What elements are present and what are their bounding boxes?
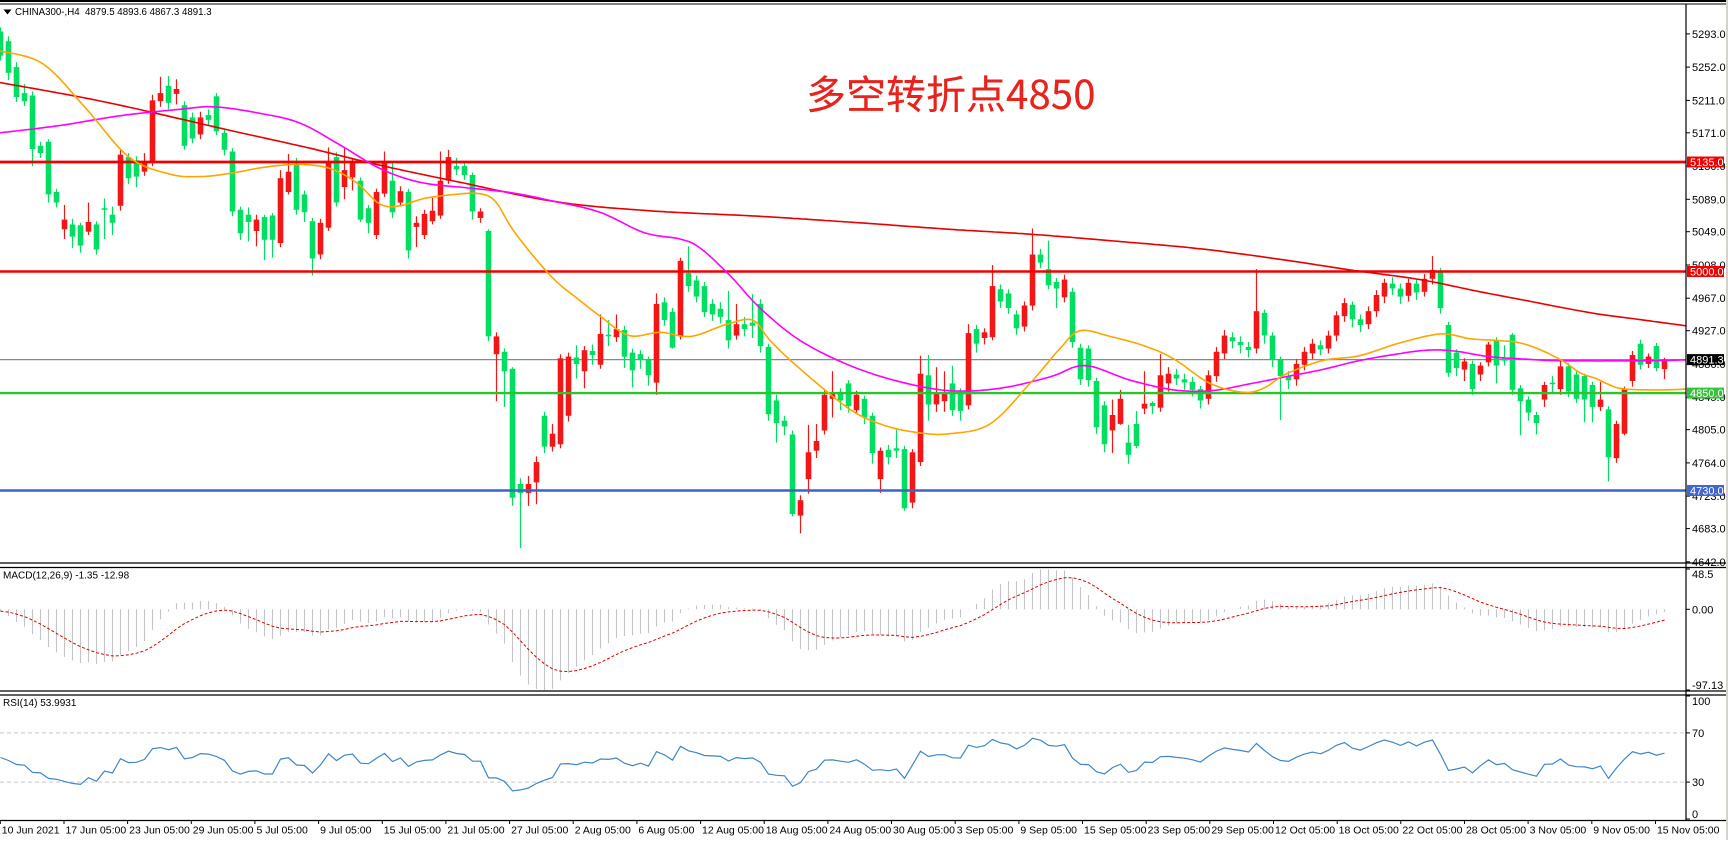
svg-text:5211.0: 5211.0 <box>1692 95 1725 107</box>
svg-text:6 Aug 05:00: 6 Aug 05:00 <box>638 825 694 837</box>
svg-text:4730.0: 4730.0 <box>1690 485 1724 497</box>
svg-text:0.00: 0.00 <box>1692 604 1713 616</box>
svg-text:4967.0: 4967.0 <box>1692 293 1726 305</box>
svg-text:5 Jul 05:00: 5 Jul 05:00 <box>256 825 308 837</box>
svg-text:29 Jun 05:00: 29 Jun 05:00 <box>193 825 254 837</box>
svg-text:30: 30 <box>1692 777 1704 789</box>
svg-text:30 Aug 05:00: 30 Aug 05:00 <box>893 825 955 837</box>
svg-text:18 Aug 05:00: 18 Aug 05:00 <box>766 825 828 837</box>
svg-text:70: 70 <box>1692 728 1704 740</box>
svg-text:5089.0: 5089.0 <box>1692 194 1726 206</box>
svg-text:4850.0: 4850.0 <box>1690 388 1724 400</box>
svg-text:23 Jun 05:00: 23 Jun 05:00 <box>129 825 190 837</box>
svg-text:28 Oct 05:00: 28 Oct 05:00 <box>1466 825 1526 837</box>
svg-text:15 Sep 05:00: 15 Sep 05:00 <box>1084 825 1147 837</box>
svg-text:3 Nov 05:00: 3 Nov 05:00 <box>1530 825 1587 837</box>
svg-text:5252.0: 5252.0 <box>1692 62 1726 74</box>
svg-text:10 Jun 2021: 10 Jun 2021 <box>2 825 60 837</box>
svg-text:21 Jul 05:00: 21 Jul 05:00 <box>447 825 504 837</box>
svg-text:9 Nov 05:00: 9 Nov 05:00 <box>1593 825 1650 837</box>
svg-text:MACD(12,26,9) -1.35 -12.98: MACD(12,26,9) -1.35 -12.98 <box>3 571 130 582</box>
svg-text:5171.0: 5171.0 <box>1692 128 1726 140</box>
svg-text:18 Oct 05:00: 18 Oct 05:00 <box>1339 825 1399 837</box>
svg-text:5000.0: 5000.0 <box>1690 266 1724 278</box>
svg-text:4642.0: 4642.0 <box>1692 557 1726 569</box>
svg-text:12 Aug 05:00: 12 Aug 05:00 <box>702 825 764 837</box>
svg-text:4805.0: 4805.0 <box>1692 425 1726 437</box>
svg-text:29 Sep 05:00: 29 Sep 05:00 <box>1211 825 1274 837</box>
svg-text:4891.3: 4891.3 <box>1690 355 1724 367</box>
svg-text:3 Sep 05:00: 3 Sep 05:00 <box>957 825 1014 837</box>
svg-text:4927.0: 4927.0 <box>1692 326 1726 338</box>
svg-text:17 Jun 05:00: 17 Jun 05:00 <box>65 825 126 837</box>
svg-text:48.5: 48.5 <box>1692 569 1713 581</box>
svg-text:9 Jul 05:00: 9 Jul 05:00 <box>320 825 372 837</box>
svg-text:5135.0: 5135.0 <box>1690 157 1724 169</box>
svg-text:4764.0: 4764.0 <box>1692 458 1726 470</box>
svg-text:5293.0: 5293.0 <box>1692 29 1726 41</box>
svg-text:12 Oct 05:00: 12 Oct 05:00 <box>1275 825 1335 837</box>
svg-text:4683.0: 4683.0 <box>1692 524 1726 536</box>
svg-text:5049.0: 5049.0 <box>1692 227 1726 239</box>
svg-text:22 Oct 05:00: 22 Oct 05:00 <box>1402 825 1462 837</box>
svg-text:9 Sep 05:00: 9 Sep 05:00 <box>1020 825 1077 837</box>
svg-text:24 Aug 05:00: 24 Aug 05:00 <box>829 825 891 837</box>
svg-text:-97.13: -97.13 <box>1692 680 1723 692</box>
svg-text:23 Sep 05:00: 23 Sep 05:00 <box>1148 825 1211 837</box>
svg-text:RSI(14) 53.9931: RSI(14) 53.9931 <box>3 698 77 709</box>
svg-text:15 Jul 05:00: 15 Jul 05:00 <box>384 825 441 837</box>
svg-text:CHINA300-,H4 4879.5 4893.6 48: CHINA300-,H4 4879.5 4893.6 4867.3 4891.3 <box>15 7 212 18</box>
svg-text:27 Jul 05:00: 27 Jul 05:00 <box>511 825 568 837</box>
svg-text:0: 0 <box>1692 809 1698 821</box>
svg-text:2 Aug 05:00: 2 Aug 05:00 <box>575 825 631 837</box>
svg-text:15 Nov 05:00: 15 Nov 05:00 <box>1657 825 1720 837</box>
svg-text:100: 100 <box>1692 696 1710 708</box>
